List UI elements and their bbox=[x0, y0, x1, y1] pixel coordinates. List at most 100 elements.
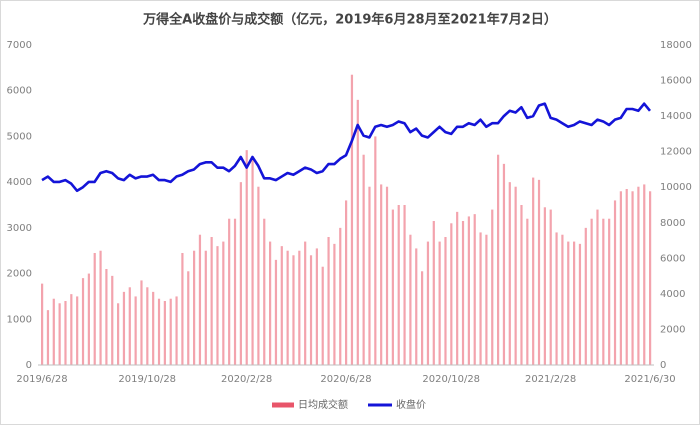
bar bbox=[286, 250, 289, 365]
bar bbox=[228, 218, 231, 365]
bar bbox=[128, 287, 131, 365]
bar bbox=[298, 250, 301, 365]
bar bbox=[93, 253, 96, 365]
bar bbox=[239, 182, 242, 365]
bar bbox=[41, 283, 44, 365]
bar bbox=[274, 259, 278, 365]
bar bbox=[625, 189, 628, 365]
bar bbox=[438, 241, 441, 365]
bar bbox=[368, 186, 371, 365]
bar bbox=[380, 184, 383, 365]
bar bbox=[122, 291, 126, 365]
line bbox=[41, 102, 652, 193]
bar bbox=[216, 246, 219, 365]
bar bbox=[479, 232, 482, 365]
y-tick-label: 5000 bbox=[7, 131, 32, 142]
bar bbox=[555, 232, 558, 365]
bar bbox=[362, 154, 365, 365]
y2-tick-label: 12000 bbox=[660, 147, 692, 158]
bar bbox=[461, 221, 465, 365]
bar bbox=[64, 301, 67, 365]
bar bbox=[58, 303, 61, 365]
bar bbox=[514, 186, 517, 365]
bar bbox=[222, 241, 225, 365]
bar bbox=[321, 266, 324, 365]
bar bbox=[497, 154, 500, 365]
x-tick-label: 2019/6/28 bbox=[16, 374, 67, 385]
bar bbox=[46, 310, 50, 365]
bar bbox=[333, 243, 336, 365]
bar bbox=[280, 246, 283, 365]
bar bbox=[134, 296, 137, 365]
bar bbox=[175, 296, 178, 365]
bar bbox=[397, 205, 400, 365]
bar bbox=[81, 278, 85, 365]
bar bbox=[491, 209, 494, 365]
bar bbox=[631, 191, 634, 365]
bar bbox=[426, 241, 430, 365]
bar bbox=[456, 211, 459, 365]
y-tick-label: 3000 bbox=[7, 223, 32, 234]
bar bbox=[649, 191, 652, 365]
bar bbox=[537, 179, 541, 365]
bar bbox=[573, 241, 576, 365]
bar bbox=[315, 248, 318, 365]
bar bbox=[327, 237, 330, 365]
y-tick-label: 7000 bbox=[7, 40, 32, 51]
y2-tick-label: 10000 bbox=[660, 182, 692, 193]
bar bbox=[117, 303, 120, 365]
y-tick-label: 4000 bbox=[7, 177, 32, 188]
y-tick-label: 2000 bbox=[7, 269, 32, 280]
bar bbox=[502, 163, 506, 365]
y2-tick-label: 16000 bbox=[660, 76, 692, 87]
bar bbox=[345, 200, 348, 365]
y2-tick-label: 8000 bbox=[660, 218, 685, 229]
y-tick-label: 0 bbox=[26, 360, 32, 371]
bar bbox=[421, 271, 424, 365]
bar bbox=[391, 209, 394, 365]
bar bbox=[257, 186, 260, 365]
bar bbox=[187, 271, 190, 365]
bar bbox=[198, 234, 202, 365]
bar bbox=[163, 301, 166, 365]
bar bbox=[374, 136, 377, 365]
chart-title: 万得全A收盘价与成交额（亿元，2019年6月28月至2021年7月2日） bbox=[142, 12, 557, 28]
bar bbox=[643, 184, 646, 365]
x-tick-label: 2021/2/28 bbox=[525, 374, 576, 385]
bar bbox=[467, 216, 470, 365]
bar bbox=[590, 218, 593, 365]
bar bbox=[251, 159, 254, 365]
bar bbox=[385, 186, 389, 365]
bar bbox=[567, 241, 570, 365]
bar bbox=[105, 269, 108, 365]
bar bbox=[549, 209, 552, 365]
y2-tick-label: 2000 bbox=[660, 324, 685, 335]
x-tick-label: 2019/10/28 bbox=[118, 374, 176, 385]
legend-label: 收盘价 bbox=[396, 398, 426, 411]
bar bbox=[152, 291, 155, 365]
bar bbox=[76, 296, 79, 365]
y2-tick-label: 4000 bbox=[660, 289, 685, 300]
bar bbox=[292, 255, 295, 365]
bar bbox=[181, 253, 184, 365]
x-tick-label: 2020/2/28 bbox=[221, 374, 272, 385]
bar bbox=[543, 207, 546, 365]
bar bbox=[608, 218, 611, 365]
bar bbox=[146, 287, 149, 365]
bar bbox=[350, 74, 354, 365]
bar bbox=[508, 182, 511, 365]
y-tick-label: 6000 bbox=[7, 86, 32, 97]
bar bbox=[561, 234, 564, 365]
bar bbox=[450, 223, 453, 365]
bar bbox=[87, 273, 90, 365]
bar bbox=[415, 248, 418, 365]
bar bbox=[245, 150, 248, 365]
bar bbox=[269, 241, 272, 365]
bar bbox=[409, 234, 412, 365]
bar bbox=[637, 186, 640, 365]
bar bbox=[473, 214, 476, 365]
y2-tick-label: 0 bbox=[660, 360, 666, 371]
bar bbox=[613, 200, 617, 365]
bar bbox=[403, 205, 406, 365]
